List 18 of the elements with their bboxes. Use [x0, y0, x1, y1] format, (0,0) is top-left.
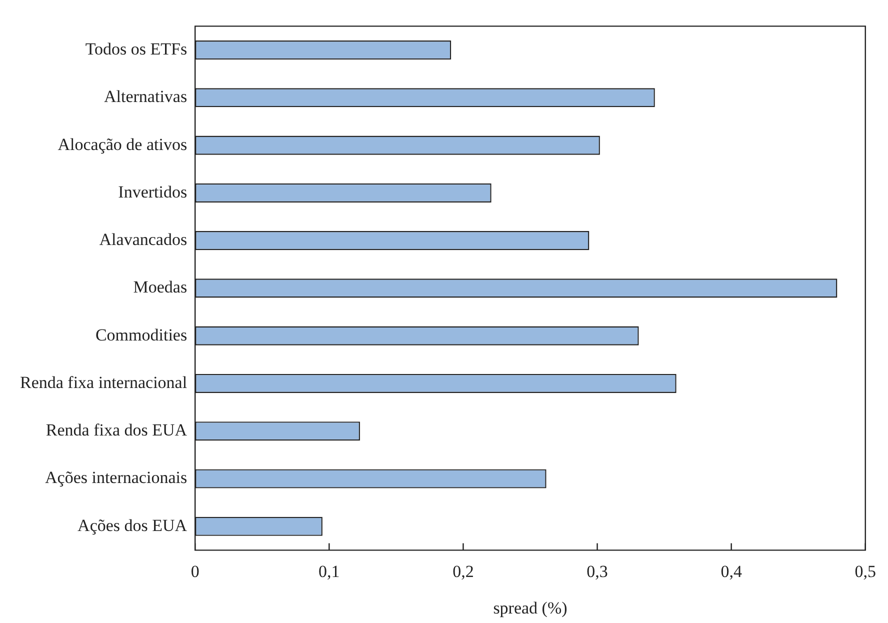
- x-tick-label: 0,3: [586, 562, 608, 581]
- x-tick-label: 0,4: [720, 562, 742, 581]
- y-tick-label: Alternativas: [104, 87, 188, 106]
- x-tick-label: 0,5: [854, 562, 876, 581]
- y-tick-label: Alavancados: [99, 230, 188, 250]
- x-tick-label: 0,2: [452, 562, 474, 581]
- y-tick-label: Renda fixa dos EUA: [46, 420, 188, 440]
- y-tick-label: Ações internacionais: [45, 468, 188, 488]
- y-tick-label: Moedas: [133, 278, 188, 297]
- y-tick-label: Ações dos EUA: [78, 516, 188, 535]
- y-tick-label: Invertidos: [118, 182, 188, 202]
- x-tick-label: 0,1: [318, 562, 340, 581]
- y-tick-label: Commodities: [95, 325, 188, 344]
- x-axis-title: spread (%): [493, 598, 568, 618]
- y-tick-label: Todos os ETFs: [85, 39, 188, 58]
- y-tick-label: Alocação de ativos: [58, 134, 188, 154]
- y-tick-label: Renda fixa internacional: [20, 372, 188, 392]
- x-tick-label: 0: [190, 562, 200, 581]
